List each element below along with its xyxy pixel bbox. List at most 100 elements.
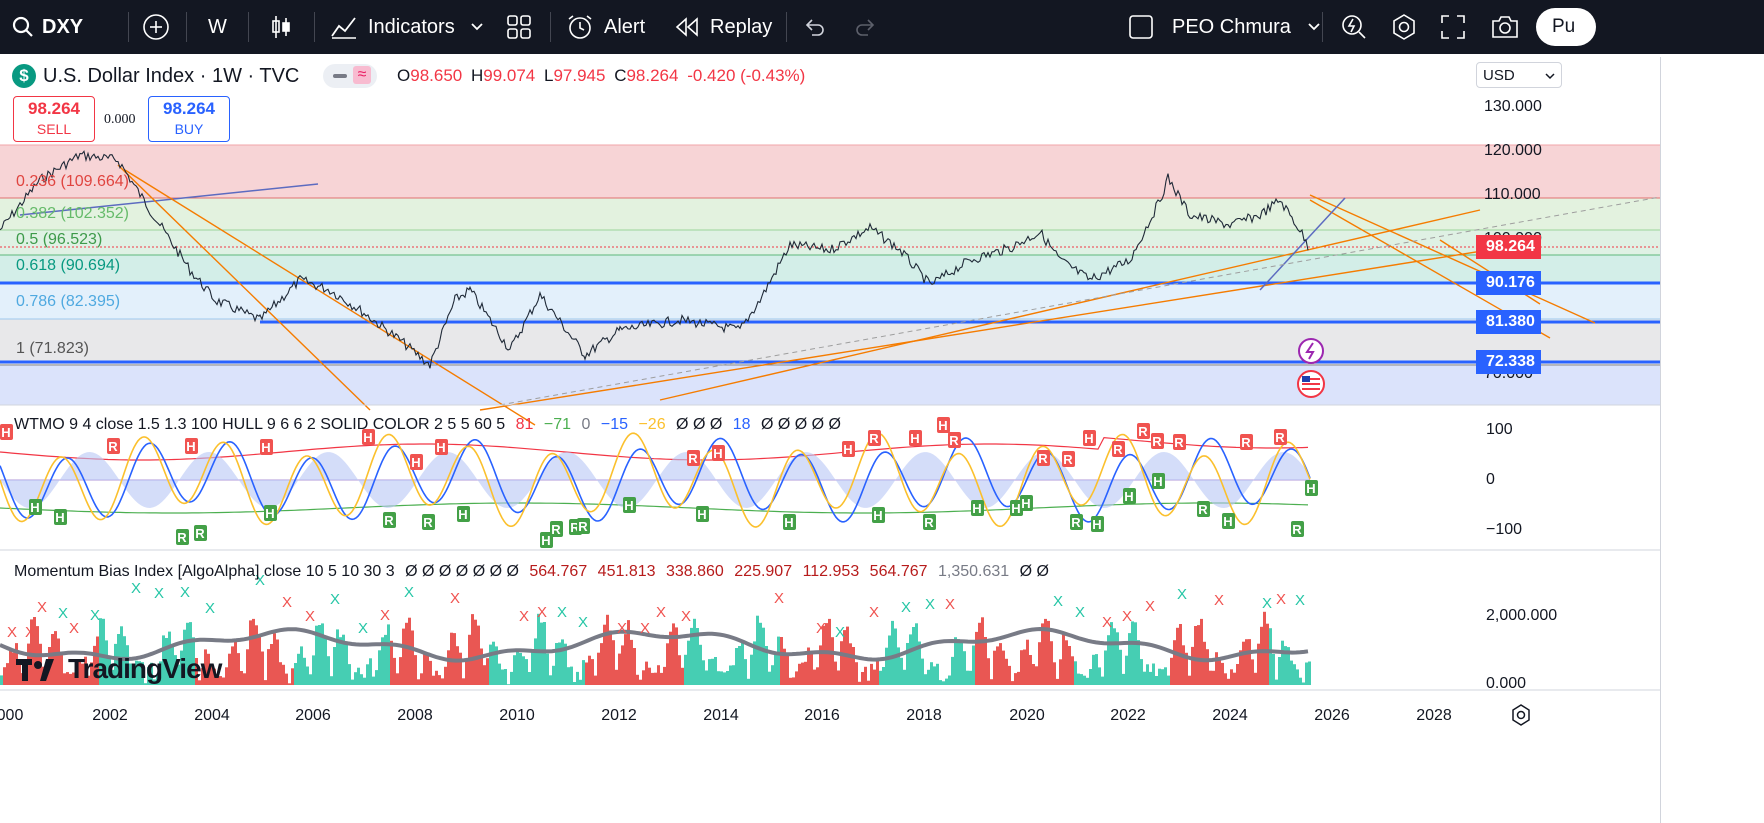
mbi-bar (720, 671, 723, 685)
mbi-bar (642, 670, 645, 685)
mbi-bar (1257, 643, 1260, 685)
mbi-bar (207, 653, 210, 685)
camera-icon (1492, 16, 1518, 38)
replay-button[interactable]: Replay (674, 0, 772, 54)
us-flag-event-icon[interactable] (1297, 370, 1325, 398)
publish-button[interactable]: Pu (1536, 8, 1596, 46)
interval-button[interactable]: W (208, 0, 227, 54)
layout-checkbox[interactable] (1128, 0, 1154, 54)
mbi-bar (447, 650, 450, 685)
gear-icon (1512, 704, 1530, 726)
mbi-bar (366, 664, 369, 685)
wtmo-reversal-marker: R (1112, 441, 1125, 457)
wtmo-high-marker: H (260, 439, 273, 455)
svg-text:R: R (949, 433, 959, 448)
snapshot-button[interactable] (1490, 0, 1520, 54)
chart-type-button[interactable] (268, 0, 294, 54)
mbi-bar (984, 637, 987, 685)
symbol-title[interactable]: U.S. Dollar Index · 1W · TVC (43, 65, 300, 87)
svg-text:R: R (688, 451, 698, 466)
currency-select[interactable]: USD (1476, 62, 1562, 88)
mbi-name: Momentum Bias Index [AlgoAlpha] close 10… (14, 563, 395, 580)
redo-button[interactable] (854, 0, 876, 54)
price-axis[interactable] (1660, 57, 1764, 823)
quick-search-button[interactable] (1340, 0, 1368, 54)
mbi-cross-marker: X (537, 604, 547, 621)
mbi-bar (174, 655, 177, 685)
mbi-bar (1155, 676, 1158, 685)
level-badge-90[interactable]: 90.176 (1476, 271, 1541, 295)
layouts-button[interactable] (506, 0, 532, 54)
mbi-bar (1044, 618, 1047, 685)
mbi-bar (285, 673, 288, 685)
mbi-bar (171, 645, 174, 685)
mbi-bar (582, 660, 585, 685)
wtmo-reversal-marker: R (1197, 501, 1210, 517)
mbi-bar (189, 622, 192, 685)
mbi-bar (321, 623, 324, 685)
settings-button[interactable] (1390, 0, 1418, 54)
lightning-event-icon[interactable] (1298, 338, 1324, 364)
mbi-legend[interactable]: Momentum Bias Index [AlgoAlpha] close 10… (14, 563, 1049, 580)
symbol-search[interactable]: DXY (12, 0, 83, 54)
mbi-bar (132, 677, 135, 685)
trendline-4[interactable] (659, 209, 1481, 401)
mbi-bar (432, 675, 435, 685)
fib-label-05: 0.5 (96.523) (16, 231, 103, 248)
mbi-bar (492, 641, 495, 685)
mbi-bar (621, 645, 624, 685)
mbi-bar (195, 658, 198, 685)
fullscreen-button[interactable] (1440, 0, 1466, 54)
last-price-badge[interactable]: 98.264 (1476, 235, 1541, 259)
visibility-toggle[interactable]: ≈ (323, 64, 377, 88)
mbi-bar (756, 615, 759, 685)
mbi-bar (261, 651, 264, 685)
mbi-bar (1077, 673, 1080, 685)
layout-name-button[interactable]: PEO Chmura (1172, 0, 1321, 54)
time-tick: 2028 (1416, 707, 1452, 724)
mbi-cross-marker: X (1262, 595, 1272, 612)
indicators-dropdown[interactable] (470, 0, 484, 54)
trendline-blue[interactable] (19, 183, 319, 216)
trendline-1[interactable] (117, 164, 371, 411)
mbi-bar (150, 662, 153, 685)
mbi-bar (735, 648, 738, 685)
wtmo-legend[interactable]: WTMO 9 4 close 1.5 1.3 100 HULL 9 6 6 2 … (14, 416, 841, 433)
undo-button[interactable] (804, 0, 826, 54)
trendline-5[interactable] (1309, 194, 1596, 324)
indicators-button[interactable]: Indicators (330, 0, 455, 54)
level-badge-81[interactable]: 81.380 (1476, 310, 1541, 334)
high-value: 99.074 (483, 66, 536, 85)
mbi-bar (177, 664, 180, 685)
mbi-bar (507, 684, 510, 685)
mbi-bar (888, 635, 891, 685)
trendline-3[interactable] (479, 244, 1521, 411)
buy-button[interactable]: 98.264 BUY (148, 96, 230, 142)
mbi-bar (723, 672, 726, 685)
sell-button[interactable]: 98.264 SELL (13, 96, 95, 142)
wtmo-reversal-marker: R (176, 529, 189, 545)
level-badge-72[interactable]: 72.338 (1476, 350, 1541, 374)
mbi-cross-marker: X (901, 599, 911, 616)
mbi-cross-marker: X (305, 608, 315, 625)
chart-settings-button[interactable] (1510, 704, 1532, 731)
mbi-cross-marker: X (380, 607, 390, 624)
mbi-bar (168, 631, 171, 685)
currency-label: USD (1483, 67, 1515, 84)
wtmo-reversal-marker: R (107, 438, 120, 454)
wtmo-reversal-marker: R (1291, 521, 1304, 537)
mbi-bar (438, 675, 441, 685)
buy-label: BUY (174, 121, 204, 137)
mbi-bar (144, 683, 147, 685)
mbi-bar (861, 672, 864, 685)
trendline-2[interactable] (124, 169, 536, 426)
compare-symbol-button[interactable] (142, 0, 170, 54)
alert-button[interactable]: Alert (566, 0, 645, 54)
trendline-blue-2[interactable] (1259, 197, 1346, 291)
wtmo-reversal-marker: R (1274, 429, 1287, 445)
svg-text:R: R (869, 431, 879, 446)
mbi-bar (747, 678, 750, 685)
